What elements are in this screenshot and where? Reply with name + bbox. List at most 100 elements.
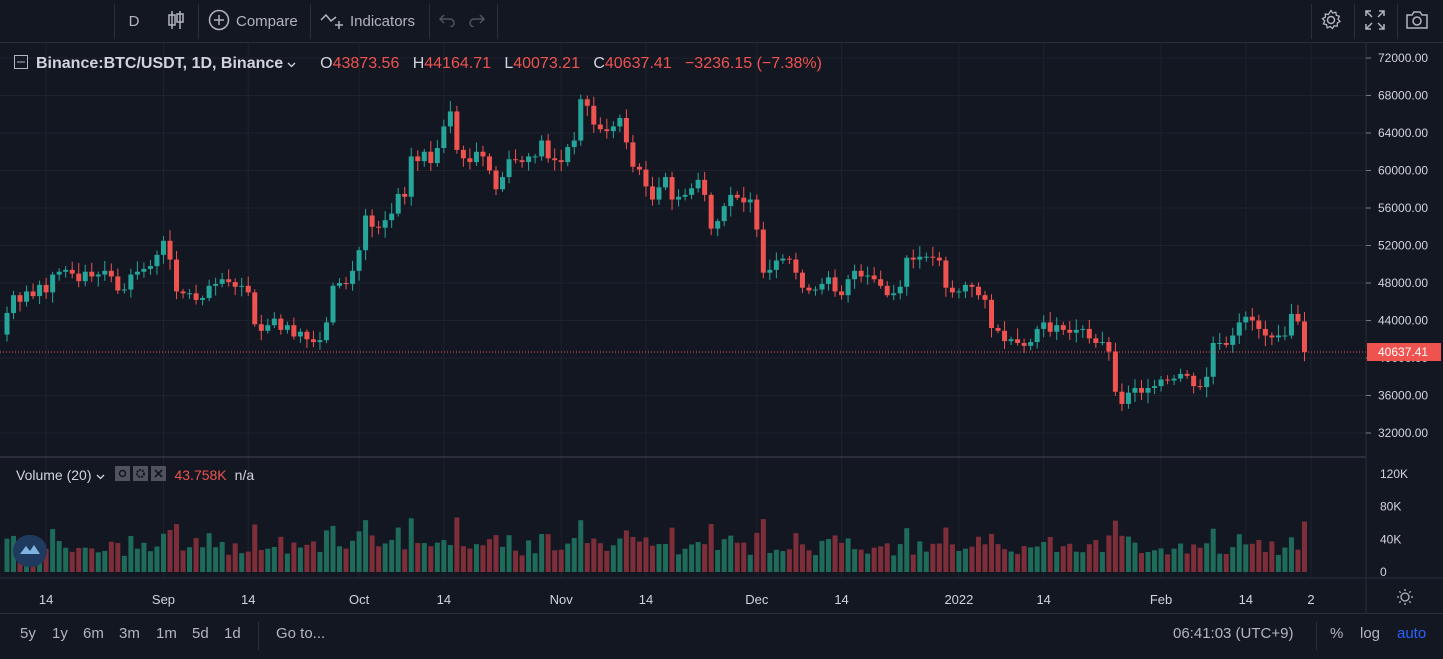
volume-bar <box>552 550 558 572</box>
candle-body <box>754 199 760 230</box>
bottom-toolbar: 5y 1y 6m 3m 1m 5d 1d Go to... 06:41:03 (… <box>0 613 1443 659</box>
volume-bar <box>826 539 832 572</box>
volume-bar <box>1282 547 1288 572</box>
candle-body <box>565 147 571 163</box>
range-1y[interactable]: 1y <box>52 625 68 642</box>
toolbar-separator <box>310 4 311 39</box>
candle-body <box>780 258 786 261</box>
time-axis: 14 Sep 14 Oct 14 Nov 14 Dec 14 2022 14 Feb 14 2 <box>39 592 1315 607</box>
volume-bar <box>467 548 473 572</box>
volume-bar <box>278 536 284 572</box>
candle-body <box>382 220 388 228</box>
volume-bar <box>376 546 382 572</box>
range-1m[interactable]: 1m <box>156 625 177 642</box>
range-6m[interactable]: 6m <box>83 625 104 642</box>
interval-button[interactable]: D <box>122 0 146 43</box>
candle-body <box>1015 339 1021 343</box>
range-1d[interactable]: 1d <box>224 625 241 642</box>
undo-button[interactable] <box>438 0 456 43</box>
candle-body <box>767 269 773 273</box>
candle-body <box>721 206 727 222</box>
candle-body <box>134 271 140 275</box>
volume-bar <box>565 543 571 572</box>
volume-bar <box>69 551 75 572</box>
volume-bar <box>636 541 642 572</box>
volume-bar <box>649 545 655 572</box>
candle-body <box>1256 320 1262 329</box>
eye-icon[interactable] <box>115 466 131 484</box>
candle-body <box>1230 335 1236 345</box>
log-toggle[interactable]: log <box>1360 625 1381 642</box>
volume-bar <box>317 551 323 572</box>
volume-bar <box>337 546 343 572</box>
percent-toggle[interactable]: % <box>1330 625 1344 642</box>
auto-toggle[interactable]: auto <box>1397 625 1427 642</box>
range-5y[interactable]: 5y <box>20 625 36 642</box>
redo-button[interactable] <box>468 0 486 43</box>
close-label: C <box>593 55 605 72</box>
candle-body <box>532 156 538 158</box>
candle-body <box>1047 322 1053 332</box>
price-tick-label: 68000.00 <box>1378 89 1428 103</box>
candle-body <box>865 275 871 277</box>
chart-style-button[interactable] <box>162 0 190 43</box>
indicators-button[interactable]: Indicators <box>320 0 415 43</box>
candle-body <box>115 276 121 291</box>
volume-bar <box>480 545 486 572</box>
compare-button[interactable]: Compare <box>208 0 298 43</box>
volume-bar <box>193 538 199 572</box>
volume-bar <box>1132 542 1138 572</box>
candle-body <box>884 285 890 296</box>
volume-bar <box>1171 548 1177 572</box>
volume-title[interactable]: Volume (20) <box>16 467 92 483</box>
range-5d[interactable]: 5d <box>192 625 209 642</box>
time-axis-settings[interactable] <box>1396 588 1414 611</box>
candle-body <box>1282 335 1288 337</box>
collapse-icon[interactable] <box>14 54 28 74</box>
candle-body <box>1178 373 1184 379</box>
range-3m[interactable]: 3m <box>119 625 140 642</box>
candle-body <box>17 295 23 302</box>
fullscreen-button[interactable] <box>1364 0 1386 43</box>
candle-body <box>486 156 492 171</box>
candle-body <box>108 270 114 277</box>
volume-bar <box>584 543 590 572</box>
volume-bar <box>245 551 251 572</box>
volume-axis: 120K 80K 40K 0 <box>1380 467 1408 579</box>
volume-bar <box>43 548 49 572</box>
cloud-logo-icon <box>18 542 42 561</box>
volume-bar <box>526 540 532 572</box>
candle-body <box>63 269 69 272</box>
chevron-down-icon[interactable] <box>96 467 105 483</box>
close-value: 40637.41 <box>604 55 672 72</box>
candle-body <box>871 275 877 280</box>
candle-body <box>623 118 629 143</box>
candle-body <box>167 240 173 260</box>
volume-bar <box>1223 553 1229 572</box>
close-icon[interactable] <box>151 466 167 484</box>
price-tick-label: 52000.00 <box>1378 239 1428 253</box>
settings-small-icon[interactable] <box>133 466 149 484</box>
price-chart[interactable]: 72000.00 68000.00 64000.00 60000.00 56000.00… <box>0 43 1443 613</box>
volume-bar <box>532 553 538 572</box>
candle-body <box>1034 328 1040 343</box>
volume-bar <box>252 524 258 572</box>
candle-body <box>897 286 903 294</box>
symbol-title[interactable]: Binance:BTC/USDT, 1D, Binance <box>36 55 284 72</box>
volume-bar <box>1060 546 1066 572</box>
volume-bar <box>1073 551 1079 572</box>
candle-body <box>695 179 701 189</box>
goto-button[interactable]: Go to... <box>276 625 326 642</box>
clock[interactable]: 06:41:03 (UTC+9) <box>1173 625 1294 642</box>
settings-button[interactable] <box>1320 0 1342 43</box>
price-tick-label: 36000.00 <box>1378 389 1428 403</box>
screenshot-button[interactable] <box>1405 0 1429 43</box>
logo-badge[interactable] <box>13 535 47 567</box>
candle-body <box>1295 313 1301 322</box>
volume-bar <box>506 535 512 572</box>
candle-body <box>962 284 968 292</box>
volume-bar <box>1138 552 1144 572</box>
chevron-down-icon[interactable] <box>287 55 296 73</box>
price-tick-label: 44000.00 <box>1378 314 1428 328</box>
volume-bar <box>773 549 779 572</box>
